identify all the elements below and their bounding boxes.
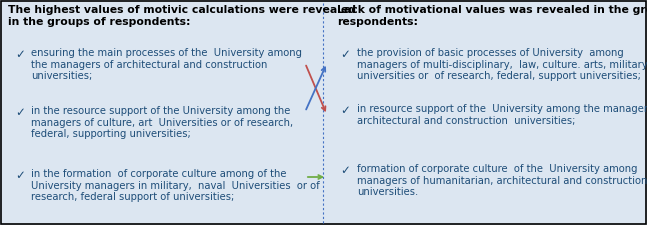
Text: ✓: ✓	[340, 104, 350, 117]
Text: the provision of basic processes of University  among
managers of multi-discipli: the provision of basic processes of Univ…	[357, 48, 647, 81]
Text: The highest values of motivic calculations were revealed
in the groups of respon: The highest values of motivic calculatio…	[8, 5, 356, 27]
Text: in the formation  of corporate culture among of the
University managers in milit: in the formation of corporate culture am…	[31, 168, 320, 201]
Text: in the resource support of the University among the
managers of culture, art  Un: in the resource support of the Universit…	[31, 106, 293, 139]
Text: Lack of motivational values was revealed in the groups of
respondents:: Lack of motivational values was revealed…	[337, 5, 647, 27]
Text: in resource support of the  University among the managers of
architectural and c: in resource support of the University am…	[357, 104, 647, 125]
Text: formation of corporate culture  of the  University among
managers of humanitaria: formation of corporate culture of the Un…	[357, 163, 647, 196]
Text: ensuring the main processes of the  University among
the managers of architectur: ensuring the main processes of the Unive…	[31, 48, 302, 81]
Text: ✓: ✓	[15, 106, 25, 119]
Text: ✓: ✓	[340, 48, 350, 61]
Text: ✓: ✓	[15, 48, 25, 61]
Text: ✓: ✓	[15, 168, 25, 181]
Text: ✓: ✓	[340, 163, 350, 176]
